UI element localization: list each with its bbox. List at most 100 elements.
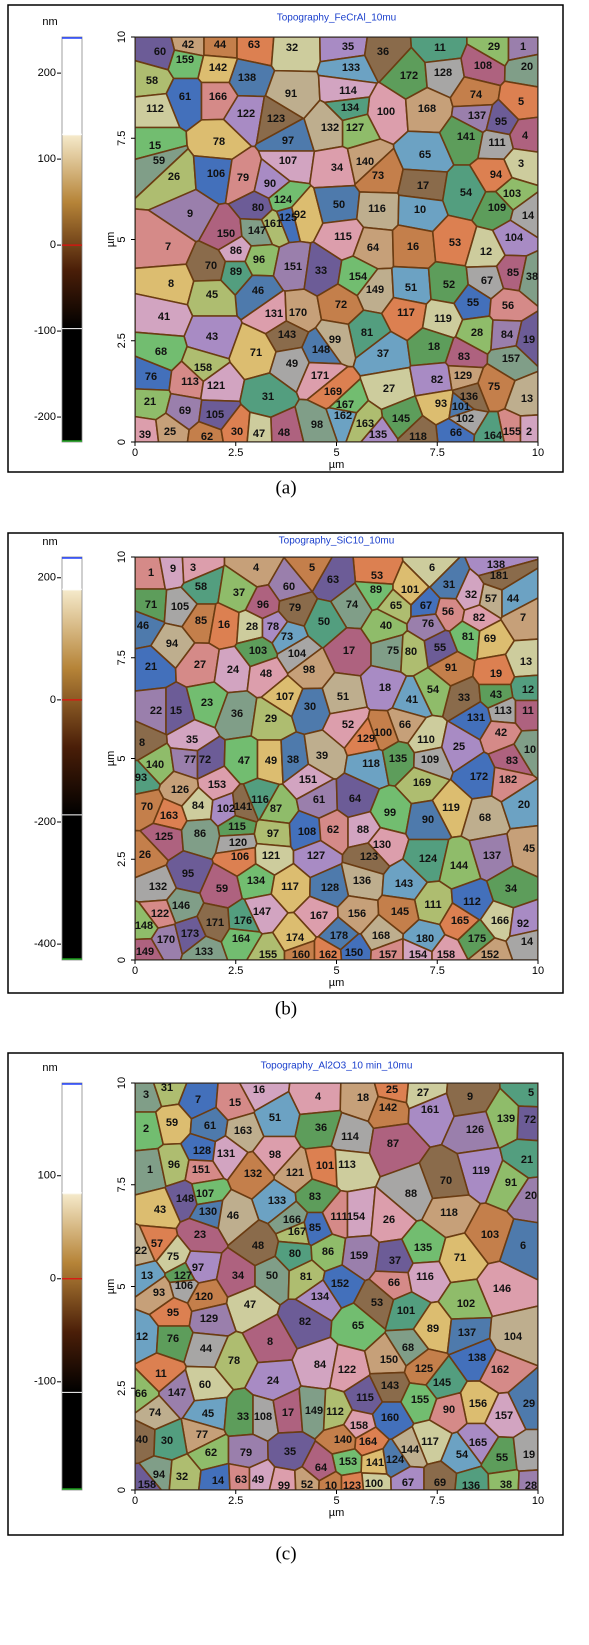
grain-label: 38 xyxy=(526,271,538,283)
grain-label: 93 xyxy=(435,398,447,410)
x-axis-label: µm xyxy=(329,977,345,989)
grain-label: 149 xyxy=(136,946,154,958)
grain-label: 24 xyxy=(227,664,240,676)
grain-label: 78 xyxy=(228,1355,240,1367)
grain-label: 120 xyxy=(195,1291,213,1303)
grain-label: 126 xyxy=(171,784,189,796)
grain-label: 14 xyxy=(212,1475,225,1487)
grain-label: 1 xyxy=(147,1164,153,1176)
grain-label: 102 xyxy=(457,1298,475,1310)
grain-label: 154 xyxy=(409,949,428,961)
grain-label: 101 xyxy=(401,584,419,596)
panel-title: Topography_SiC10_10mu xyxy=(279,536,395,547)
grain-label: 41 xyxy=(158,311,170,323)
grain-label: 73 xyxy=(372,170,384,182)
grain-label: 182 xyxy=(499,774,517,786)
grain-label: 34 xyxy=(505,883,518,895)
grain-label: 3 xyxy=(143,1089,149,1101)
grain-label: 46 xyxy=(227,1210,239,1222)
grain-label: 55 xyxy=(434,642,446,654)
grain-label: 56 xyxy=(502,300,514,312)
grain-label: 158 xyxy=(350,1420,368,1432)
grain-label: 34 xyxy=(232,1270,245,1282)
grain-label: 62 xyxy=(327,824,339,836)
grain-label: 135 xyxy=(414,1242,432,1254)
grain-label: 141 xyxy=(366,1457,384,1469)
grain-label: 75 xyxy=(387,645,399,657)
grain-label: 27 xyxy=(194,659,206,671)
grain-label: 19 xyxy=(523,1449,535,1461)
grain-label: 30 xyxy=(161,1435,173,1447)
grain-label: 20 xyxy=(521,61,533,73)
grain-label: 68 xyxy=(402,1342,414,1354)
grain-label: 112 xyxy=(146,103,164,115)
grain-label: 54 xyxy=(460,187,473,199)
grain-label: 27 xyxy=(417,1087,429,1099)
y-tick-label: 7.5 xyxy=(116,131,128,146)
grain-label: 33 xyxy=(315,265,327,277)
grain-label: 72 xyxy=(199,754,211,766)
x-tick-label: 7.5 xyxy=(430,447,445,459)
grain-label: 157 xyxy=(495,1410,513,1422)
grain-label: 84 xyxy=(192,800,205,812)
grain-label: 130 xyxy=(373,839,391,851)
grain-label: 50 xyxy=(266,1270,278,1282)
x-tick-label: 10 xyxy=(532,447,544,459)
grain-label: 30 xyxy=(231,426,243,438)
grain-label: 145 xyxy=(433,1377,451,1389)
grain-label: 89 xyxy=(370,584,382,596)
grain-label: 136 xyxy=(353,875,371,887)
grain-label: 148 xyxy=(176,1193,194,1205)
grain-label: 117 xyxy=(281,881,299,893)
grain-label: 69 xyxy=(434,1477,446,1489)
grain-label: 76 xyxy=(145,371,157,383)
grain-label: 49 xyxy=(252,1474,264,1486)
grain-label: 49 xyxy=(286,358,298,370)
grain-label: 172 xyxy=(400,70,418,82)
grain-label: 81 xyxy=(300,1271,312,1283)
y-tick-label: 10 xyxy=(116,31,128,43)
grain-label: 37 xyxy=(377,348,389,360)
x-tick-label: 2.5 xyxy=(228,447,243,459)
grain-label: 53 xyxy=(371,570,383,582)
y-tick-label: 2.5 xyxy=(116,1381,128,1396)
grain-label: 84 xyxy=(501,329,514,341)
grain-label: 106 xyxy=(175,1280,193,1292)
grain-label: 32 xyxy=(176,1471,188,1483)
grain-label: 41 xyxy=(406,694,418,706)
grain-label: 25 xyxy=(386,1084,398,1096)
grain-label: 20 xyxy=(525,1190,537,1202)
grain-label: 122 xyxy=(338,1364,356,1376)
grain-label: 48 xyxy=(260,668,272,680)
grain-label: 38 xyxy=(287,754,299,766)
grain-label: 87 xyxy=(270,803,282,815)
grain-label: 134 xyxy=(247,875,266,887)
grain-label: 108 xyxy=(474,60,492,72)
grain-label: 174 xyxy=(286,932,305,944)
grain-label: 89 xyxy=(230,266,242,278)
grain-label: 157 xyxy=(379,949,397,961)
grain-label: 25 xyxy=(453,741,465,753)
grain-label: 25 xyxy=(164,426,176,438)
grain-label: 3 xyxy=(190,562,196,574)
grain-label: 26 xyxy=(383,1214,395,1226)
grain-label: 5 xyxy=(309,562,315,574)
grain-label: 88 xyxy=(357,824,369,836)
grain-label: 86 xyxy=(230,245,242,257)
grain-label: 170 xyxy=(157,934,175,946)
grain-label: 18 xyxy=(379,682,391,694)
grain-label: 90 xyxy=(422,814,434,826)
colorbar-tick-label: 0 xyxy=(50,694,56,706)
grain-label: 94 xyxy=(490,169,503,181)
grain-label: 129 xyxy=(454,370,472,382)
grain-label: 143 xyxy=(381,1380,399,1392)
grain-label: 17 xyxy=(417,180,429,192)
grain-label: 144 xyxy=(401,1444,420,1456)
colorbar-tick-label: 200 xyxy=(38,572,56,584)
grain-label: 11 xyxy=(434,42,446,54)
grain-label: 14 xyxy=(522,210,535,222)
y-tick-label: 2.5 xyxy=(116,333,128,348)
grain-label: 127 xyxy=(307,850,325,862)
grain-label: 129 xyxy=(357,733,375,745)
grain-label: 95 xyxy=(167,1307,179,1319)
